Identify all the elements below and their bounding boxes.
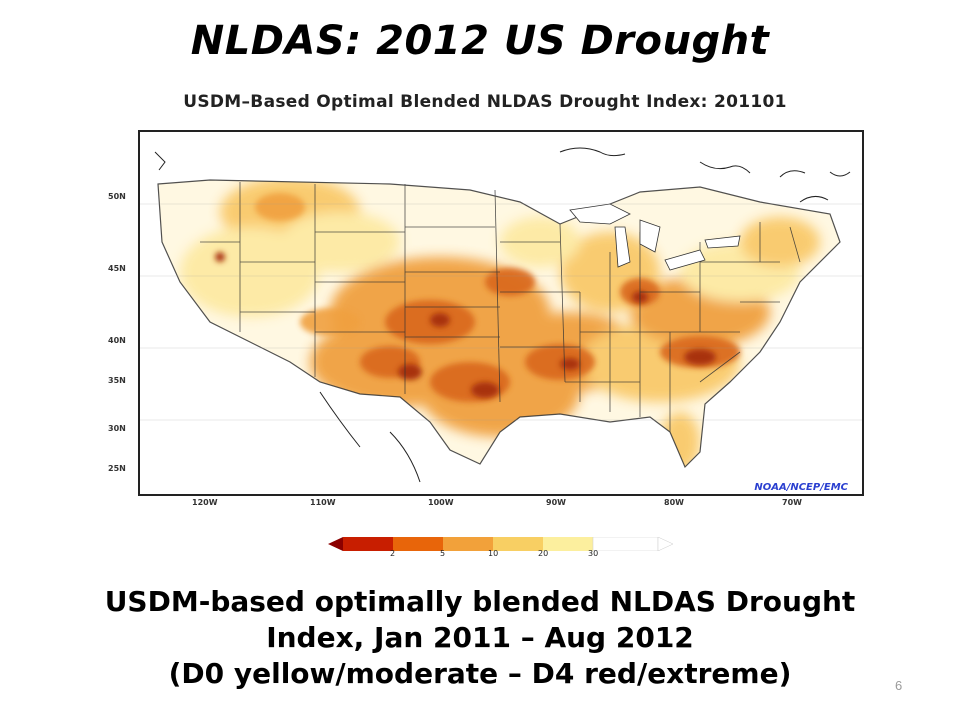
lon-label: 120W	[192, 498, 218, 507]
lat-label: 40N	[108, 336, 126, 345]
lon-label: 70W	[782, 498, 802, 507]
lat-label: 35N	[108, 376, 126, 385]
colorbar-graphic	[328, 536, 674, 552]
us-drought-map	[140, 132, 862, 494]
colorbar-tick: 5	[440, 549, 446, 558]
great-lakes	[569, 203, 741, 271]
lon-label: 110W	[310, 498, 336, 507]
lat-label: 30N	[108, 424, 126, 433]
lat-label: 50N	[108, 192, 126, 201]
lat-label: 45N	[108, 264, 126, 273]
lon-label: 100W	[428, 498, 454, 507]
lat-label: 25N	[108, 464, 126, 473]
slide-caption: USDM-based optimally blended NLDAS Droug…	[0, 584, 960, 692]
slide-title: NLDAS: 2012 US Drought	[190, 18, 770, 64]
caption-line: Index, Jan 2011 – Aug 2012	[266, 621, 694, 654]
map-title: USDM–Based Optimal Blended NLDAS Drought…	[183, 92, 787, 112]
map-credit: NOAA/NCEP/EMC	[754, 482, 848, 493]
state-boundaries	[157, 179, 841, 469]
lon-label: 90W	[546, 498, 566, 507]
caption-line: USDM-based optimally blended NLDAS Droug…	[104, 585, 856, 618]
colorbar-tick: 20	[538, 549, 549, 558]
map-frame: NOAA/NCEP/EMC	[138, 130, 864, 496]
colorbar-tick: 2	[390, 549, 396, 558]
caption-line: (D0 yellow/moderate – D4 red/extreme)	[168, 657, 792, 690]
colorbar-tick: 10	[488, 549, 499, 558]
colorbar-tick: 30	[588, 549, 599, 558]
colorbar-legend: 2 5 10 20 30	[328, 536, 674, 566]
lon-label: 80W	[664, 498, 684, 507]
page-number: 6	[895, 678, 903, 693]
canada-coast	[154, 147, 851, 483]
drought-map-panel: USDM–Based Optimal Blended NLDAS Drought…	[100, 92, 870, 522]
